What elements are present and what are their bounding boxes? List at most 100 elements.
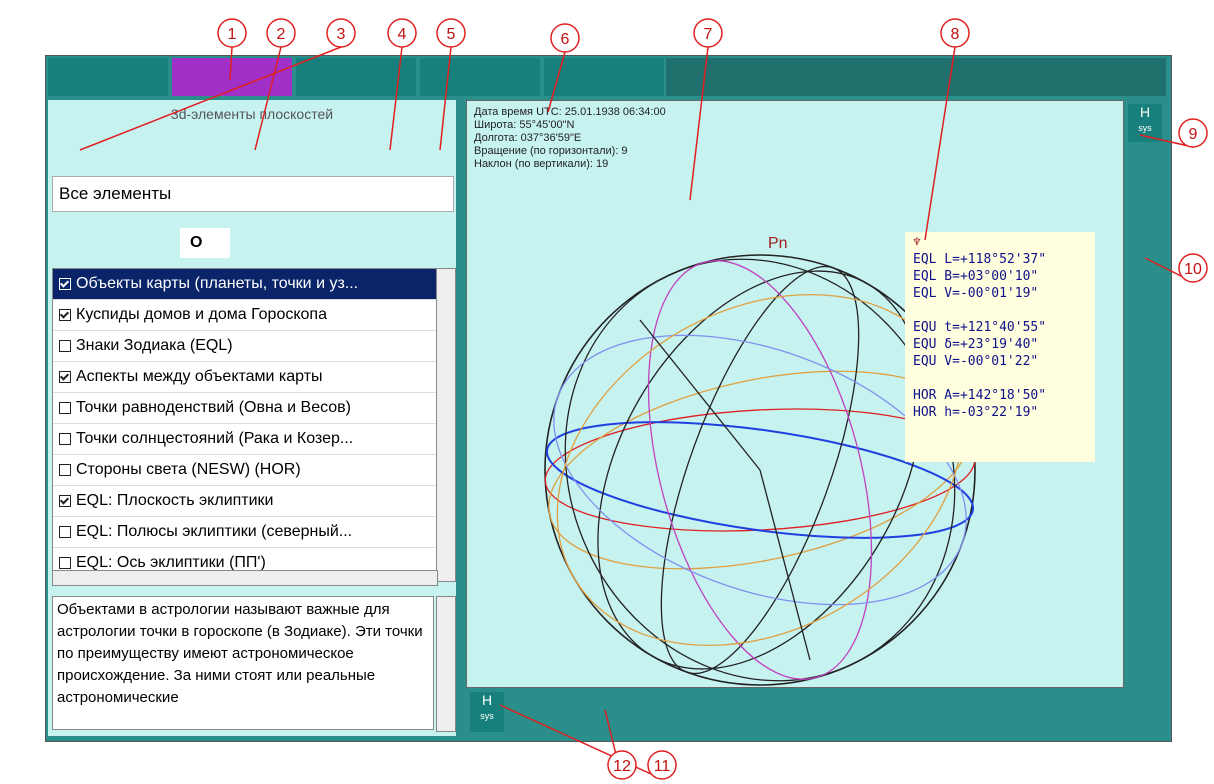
- callout-line: [689, 46, 709, 201]
- list-item[interactable]: Куспиды домов и дома Гороскопа: [53, 300, 437, 331]
- callout-number: 8: [951, 26, 960, 43]
- circle-blue: [553, 334, 967, 606]
- item-label: Аспекты между объектами карты: [76, 368, 323, 385]
- bottom-toolbar: [466, 688, 1122, 736]
- callout-line: [499, 704, 663, 780]
- axis: [759, 469, 811, 661]
- list-item[interactable]: Аспекты между объектами карты: [53, 362, 437, 393]
- checkbox: [59, 526, 71, 538]
- popup-text: ♆ EQL L=+118°52'37" EQL B=+03°00'10" EQL V=…: [913, 234, 1046, 421]
- checkbox: [59, 495, 71, 507]
- checkbox: [59, 278, 71, 290]
- item-label: Стороны света (NESW) (HOR): [76, 461, 301, 478]
- info-line: Наклон (по вертикали): 19: [474, 158, 609, 170]
- callout-number: 3: [337, 26, 346, 43]
- info-line: Широта: 55°45'00"N: [474, 119, 575, 131]
- tab-menu[interactable]: [48, 58, 168, 96]
- tab-calc[interactable]: [420, 58, 540, 96]
- callout-circle: [436, 18, 466, 48]
- callout-circle: [217, 18, 247, 48]
- callout-line: [1139, 134, 1194, 148]
- info-text: Дата время UTC: 25.01.1938 06:34:00 Широт…: [474, 106, 666, 171]
- checkbox: [59, 464, 71, 476]
- sphere-outline: [544, 254, 976, 686]
- list-item[interactable]: Точки солнцестояний (Рака и Козер...: [53, 424, 437, 455]
- spacer: [913, 370, 1046, 387]
- callout-circle: [387, 18, 417, 48]
- small-dropdown[interactable]: O: [180, 228, 230, 258]
- callout-line: [229, 46, 233, 81]
- callout-circle: [266, 18, 296, 48]
- callout-circle: [1178, 253, 1208, 283]
- coordinate: EQU t=+121°40'55": [913, 320, 1047, 335]
- axis: [639, 319, 761, 471]
- hsys-h: H: [481, 692, 493, 708]
- meridian: [660, 265, 860, 675]
- callout-circle: [647, 750, 677, 780]
- small-dropdown-text: O: [190, 234, 203, 251]
- callout-line: [547, 51, 566, 113]
- list-item[interactable]: Стороны света (NESW) (HOR): [53, 455, 437, 486]
- info-line: Долгота: 037°36'59"E: [474, 132, 582, 144]
- panel-title: 3d-элементы плоскостей: [170, 106, 334, 122]
- desc-scrollbar: [436, 596, 456, 732]
- coordinate: HOR A=+142°18'50": [913, 388, 1047, 403]
- hscrollbar: [52, 570, 438, 586]
- callout-circle: [693, 18, 723, 48]
- checkbox: [59, 433, 71, 445]
- checkbox: [59, 371, 71, 383]
- callout-number: 12: [613, 758, 631, 775]
- tab-logo[interactable]: [544, 58, 664, 96]
- item-label: Точки солнцестояний (Рака и Козер...: [76, 430, 354, 447]
- item-label: Объекты карты (планеты, точки и уз...: [76, 275, 359, 292]
- callout-number: 4: [398, 26, 407, 43]
- item-label: EQL: Плоскость эклиптики: [76, 492, 274, 509]
- checkbox: [59, 340, 71, 352]
- callout-line: [389, 46, 403, 151]
- right-toolbar: [1124, 100, 1166, 736]
- callout-number: 2: [277, 26, 286, 43]
- callout-line: [254, 46, 282, 151]
- callout-line: [439, 46, 452, 151]
- house-circle: [597, 270, 923, 670]
- callout-number: 11: [654, 758, 671, 775]
- callout-number: 10: [1184, 261, 1202, 278]
- checkbox: [59, 557, 71, 569]
- coordinate: EQU V=-00°01'22": [913, 354, 1039, 369]
- info-line: Вращение (по горизонтали): 9: [474, 145, 628, 157]
- pole-label: Pn: [768, 235, 788, 252]
- tab-settings[interactable]: [296, 58, 416, 96]
- list-item[interactable]: Объекты карты (планеты, точки и уз...: [53, 269, 437, 300]
- description: Объектами в астрологии называют важные д…: [52, 596, 434, 730]
- item-label: Точки равноденствий (Овна и Весов): [76, 399, 351, 416]
- callout-line: [79, 46, 342, 151]
- callout-number: 6: [561, 31, 570, 48]
- element-list: Объекты карты (планеты, точки и уз... Кус…: [52, 268, 438, 580]
- list-item[interactable]: EQL: Плоскость эклиптики: [53, 486, 437, 517]
- info-line: Дата время UTC: 25.01.1938 06:34:00: [474, 106, 666, 118]
- coordinate: EQL L=+118°52'37": [913, 252, 1047, 267]
- item-label: EQL: Ось эклиптики (ПП'): [76, 554, 266, 571]
- callout-circle: [550, 23, 580, 53]
- callout-circle: [326, 18, 356, 48]
- list-item[interactable]: Знаки Зодиака (EQL): [53, 331, 437, 362]
- item-label: Куспиды домов и дома Гороскопа: [76, 306, 327, 323]
- callout-number: 7: [704, 26, 713, 43]
- callout-number: 9: [1189, 126, 1198, 143]
- checkbox: [59, 309, 71, 321]
- spacer: [913, 302, 1046, 319]
- callout-circle: [940, 18, 970, 48]
- item-label: EQL: Полюсы эклиптики (северный...: [76, 523, 353, 540]
- popup: [905, 232, 1095, 462]
- callout-circle: [1178, 118, 1208, 148]
- callout-line: [924, 46, 956, 241]
- toolbar-bg: [666, 58, 1166, 96]
- dropdown[interactable]: Все элементы: [52, 176, 454, 212]
- dropdown-text: Все элементы: [59, 184, 172, 203]
- list-item[interactable]: Точки равноденствий (Овна и Весов): [53, 393, 437, 424]
- item-label: Знаки Зодиака (EQL): [76, 337, 233, 354]
- list-item[interactable]: EQL: Полюсы эклиптики (северный...: [53, 517, 437, 548]
